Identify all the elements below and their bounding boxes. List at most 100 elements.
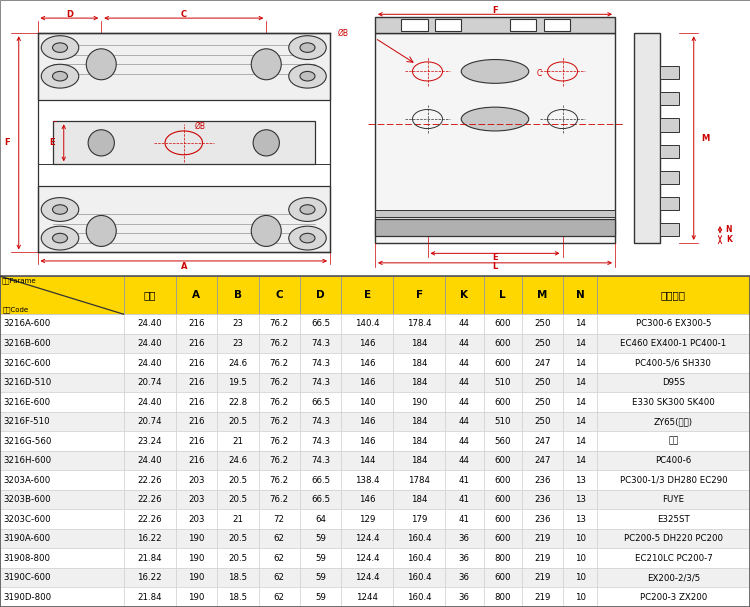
Bar (597, 451, 750, 470)
Text: 59: 59 (315, 573, 326, 582)
Bar (176, 451, 217, 470)
Bar (522, 588, 563, 607)
Text: 600: 600 (494, 534, 511, 543)
Bar (300, 509, 341, 529)
Text: L: L (500, 290, 506, 300)
Bar (597, 529, 750, 549)
Bar (484, 373, 522, 392)
Text: 14: 14 (574, 398, 586, 407)
Text: 184: 184 (411, 359, 428, 367)
Bar (660, 118, 679, 132)
Text: 146: 146 (359, 417, 376, 426)
Bar (341, 470, 393, 490)
Text: 74.3: 74.3 (311, 456, 330, 465)
Text: PC300-1/3 DH280 EC290: PC300-1/3 DH280 EC290 (620, 476, 728, 484)
Text: F: F (416, 290, 423, 300)
Bar (393, 412, 445, 432)
Text: 146: 146 (359, 436, 376, 446)
Text: 3190C-600: 3190C-600 (4, 573, 51, 582)
Text: 13: 13 (574, 495, 586, 504)
Text: 250: 250 (534, 378, 550, 387)
Text: 14: 14 (574, 359, 586, 367)
Text: D: D (316, 290, 325, 300)
Bar (217, 509, 259, 529)
Text: 247: 247 (534, 359, 550, 367)
Bar (563, 412, 597, 432)
Text: 600: 600 (494, 476, 511, 484)
Bar (259, 314, 300, 334)
Text: 3216D-510: 3216D-510 (4, 378, 52, 387)
Bar (300, 588, 341, 607)
Text: 184: 184 (411, 495, 428, 504)
Bar (522, 353, 563, 373)
Text: N: N (576, 290, 584, 300)
Bar (597, 373, 750, 392)
Bar (124, 451, 176, 470)
Text: N: N (726, 225, 732, 234)
Bar (217, 568, 259, 588)
Bar (446, 568, 484, 588)
Text: 59: 59 (315, 534, 326, 543)
Bar (176, 490, 217, 509)
Bar (375, 33, 615, 243)
Text: 76.2: 76.2 (270, 456, 289, 465)
Text: 22.8: 22.8 (228, 398, 248, 407)
Bar (259, 334, 300, 353)
Text: 10: 10 (574, 534, 586, 543)
Text: 14: 14 (574, 436, 586, 446)
Ellipse shape (251, 215, 281, 246)
Bar (446, 549, 484, 568)
Bar (0, 276, 124, 314)
Bar (259, 276, 300, 314)
Bar (341, 314, 393, 334)
Text: 76.2: 76.2 (270, 495, 289, 504)
Bar (0, 432, 124, 451)
Bar (259, 451, 300, 470)
Text: 20.5: 20.5 (228, 476, 248, 484)
Bar (522, 509, 563, 529)
Bar (259, 470, 300, 490)
Text: 3216C-600: 3216C-600 (4, 359, 51, 367)
Text: 216: 216 (188, 378, 205, 387)
Text: 16.22: 16.22 (137, 573, 162, 582)
Text: 219: 219 (534, 554, 550, 563)
Text: 247: 247 (534, 456, 550, 465)
Bar (375, 209, 615, 217)
Text: 236: 236 (534, 515, 550, 524)
Text: 250: 250 (534, 398, 550, 407)
Circle shape (53, 233, 68, 243)
Text: 203: 203 (188, 515, 205, 524)
Bar (522, 392, 563, 412)
Text: PC400-6: PC400-6 (656, 456, 692, 465)
Text: 3216B-600: 3216B-600 (4, 339, 51, 348)
Bar (341, 529, 393, 549)
Bar (176, 276, 217, 314)
Text: 800: 800 (494, 554, 511, 563)
Bar (446, 490, 484, 509)
Bar (176, 314, 217, 334)
Bar (446, 509, 484, 529)
Bar (446, 276, 484, 314)
Text: 36: 36 (459, 534, 470, 543)
Text: 247: 247 (534, 436, 550, 446)
Bar (563, 276, 597, 314)
Text: 36: 36 (459, 573, 470, 582)
Bar (124, 549, 176, 568)
Text: 1784: 1784 (408, 476, 430, 484)
Text: 20.74: 20.74 (137, 378, 162, 387)
Text: 219: 219 (534, 573, 550, 582)
Bar (124, 353, 176, 373)
Text: EX200-2/3/5: EX200-2/3/5 (646, 573, 700, 582)
Bar (300, 529, 341, 549)
Circle shape (300, 72, 315, 81)
Text: 44: 44 (459, 339, 470, 348)
Text: 23: 23 (232, 339, 243, 348)
Circle shape (300, 233, 315, 243)
Bar (300, 334, 341, 353)
Text: 216: 216 (188, 417, 205, 426)
Text: 31908-800: 31908-800 (4, 554, 51, 563)
Bar (259, 353, 300, 373)
Bar (393, 451, 445, 470)
Text: 24.40: 24.40 (137, 339, 162, 348)
Bar (484, 549, 522, 568)
